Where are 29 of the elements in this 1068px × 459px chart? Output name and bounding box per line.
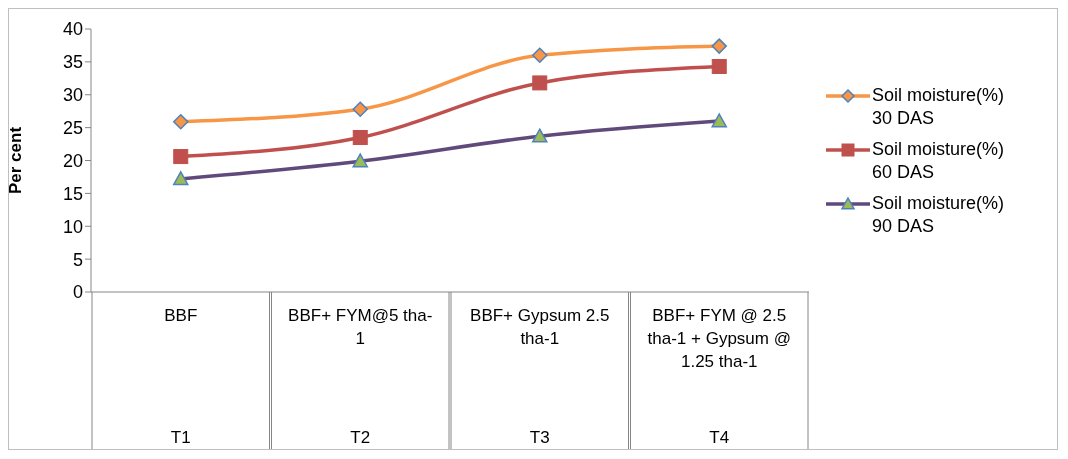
legend-label: Soil moisture(%) 30 DAS bbox=[872, 84, 1006, 130]
y-axis-title: Per cent bbox=[6, 126, 26, 195]
y-tick-label: 35 bbox=[62, 52, 83, 73]
legend-label: Soil moisture(%) 90 DAS bbox=[872, 192, 1006, 238]
point bbox=[532, 47, 548, 64]
y-tick-label: 15 bbox=[62, 183, 83, 204]
text: T2 bbox=[350, 428, 371, 447]
point bbox=[711, 58, 727, 74]
y-tick-label: 5 bbox=[72, 249, 83, 270]
y-tick-label: 30 bbox=[62, 85, 83, 106]
text: T3 bbox=[529, 428, 550, 447]
point bbox=[352, 129, 368, 145]
x-tick-label: BBF+ FYM @ 2.5 tha-1 + Gypsum @ 1.25 tha-1 bbox=[646, 305, 792, 373]
x-tick-label: BBF+ FYM@5 tha-1 bbox=[287, 305, 434, 350]
point bbox=[173, 113, 189, 130]
point bbox=[173, 149, 189, 165]
legend-label: Soil moisture(%) 60 DAS bbox=[872, 138, 1006, 184]
y-tick-label: 0 bbox=[72, 282, 83, 303]
point bbox=[532, 75, 548, 91]
point bbox=[711, 38, 727, 54]
y-tick-label: 25 bbox=[62, 118, 83, 139]
y-tick-label: 40 bbox=[62, 19, 83, 40]
x-tick-label: BBF+ Gypsum 2.5 tha-1 bbox=[469, 305, 611, 350]
text: T1 bbox=[170, 428, 191, 447]
x-tick-label: BBF bbox=[163, 305, 199, 327]
text: T4 bbox=[709, 428, 730, 447]
point bbox=[352, 101, 368, 117]
y-tick-label: 20 bbox=[62, 150, 83, 171]
y-tick-label: 10 bbox=[62, 216, 83, 237]
